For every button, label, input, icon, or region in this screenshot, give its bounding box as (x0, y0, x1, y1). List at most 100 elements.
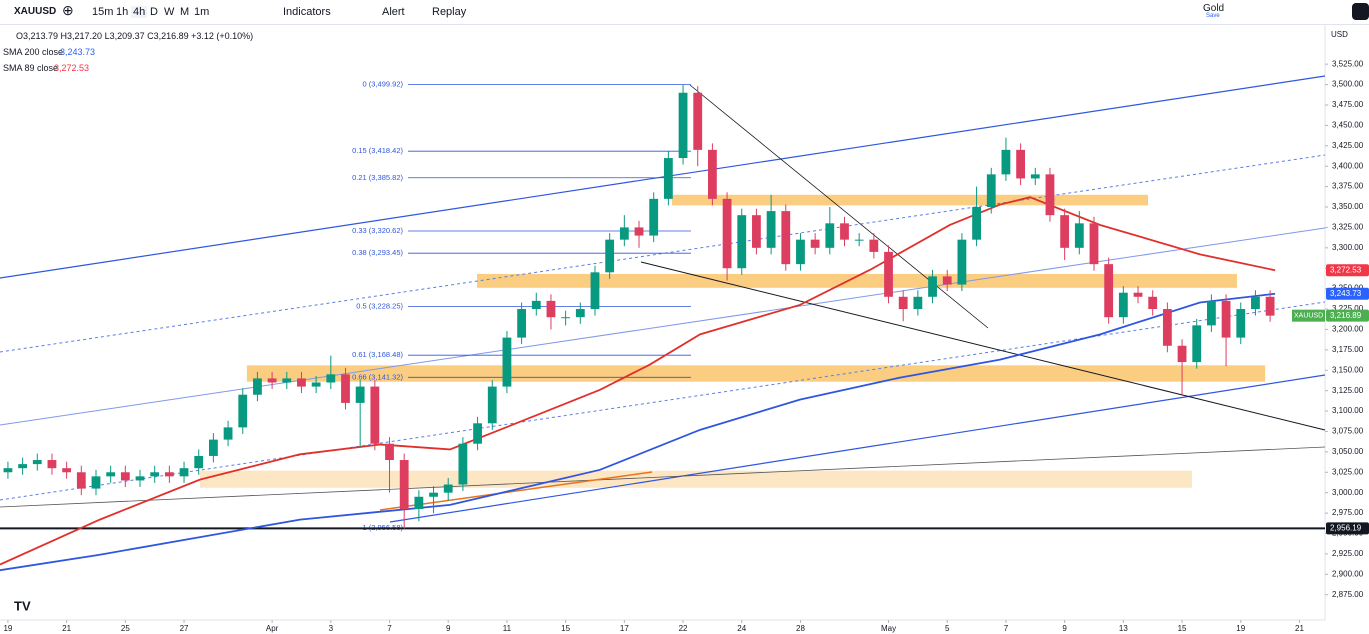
candle-body (1221, 300, 1231, 338)
candle-body (414, 496, 424, 509)
candle-body (663, 158, 673, 199)
y-tick-label: 2,875.00 (1332, 590, 1364, 599)
add-symbol[interactable]: ⊕ (62, 2, 74, 18)
sma-value: 3,272.53 (54, 63, 90, 73)
currency: USD (1331, 30, 1348, 39)
x-tick-label: 27 (180, 624, 189, 633)
trend-line (379, 471, 653, 511)
candle-body (1265, 296, 1275, 316)
candle-body (238, 394, 248, 428)
drawings (0, 75, 1326, 523)
chart: TV 2,875.002,900.002,925.002,950.002,975… (0, 24, 1369, 633)
candle-body (869, 239, 879, 252)
candle-body (898, 296, 908, 310)
candle-body (1089, 223, 1099, 265)
candle-body (150, 472, 160, 477)
interval[interactable]: D (150, 6, 158, 18)
x-tick-label: 13 (1119, 624, 1128, 633)
symbol[interactable]: XAUUSD (14, 6, 57, 17)
price-tag-label: 2,956.19 (1330, 524, 1362, 533)
indicators-button[interactable]: Indicators (283, 6, 331, 18)
candle-body (1162, 309, 1172, 346)
candle-body (531, 300, 541, 310)
x-tick-label: 3 (329, 624, 334, 633)
replay-button[interactable]: Replay (432, 6, 467, 18)
y-tick-label: 3,225.00 (1332, 304, 1364, 313)
fib-label: 0.33 (3,320.62) (352, 226, 403, 235)
candle-body (942, 276, 952, 285)
candle-body (1118, 292, 1128, 318)
y-tick-label: 3,150.00 (1332, 365, 1364, 374)
candle-body (649, 198, 659, 236)
candle-body (517, 309, 527, 338)
price-tag (1326, 287, 1369, 300)
candle-body (76, 472, 86, 489)
candle-body (355, 386, 365, 403)
x-tick-label: 25 (121, 624, 130, 633)
y-tick-label: 3,475.00 (1332, 100, 1364, 109)
alert-button[interactable]: Alert (382, 6, 405, 18)
candle-body (91, 476, 101, 489)
sma-name: SMA 89 close (3, 63, 59, 73)
candle-body (1074, 223, 1084, 248)
candle-body (3, 468, 13, 473)
y-tick-label: 3,525.00 (1332, 59, 1364, 68)
fib-label: 0.21 (3,385.82) (352, 173, 403, 182)
candle-body (326, 374, 336, 383)
candle-body (1045, 174, 1055, 216)
interval[interactable]: M (180, 6, 190, 18)
candle-body (810, 239, 820, 248)
candle-body (429, 492, 438, 497)
y-tick-label: 3,450.00 (1332, 121, 1364, 130)
trend-line (689, 84, 989, 329)
trend-line (0, 154, 1326, 353)
interval[interactable]: W (164, 6, 175, 18)
candle-body (722, 198, 732, 269)
candle-body (737, 215, 747, 269)
candle-body (752, 215, 761, 248)
candle-body (957, 239, 967, 285)
price-tag (1326, 309, 1369, 322)
candle-body (502, 337, 512, 387)
toolbar: XAUUSD ⊕ 15m 1h 4h D W M 1m Indicators A… (0, 0, 1369, 39)
publish-button[interactable] (1352, 3, 1369, 20)
candle-body (487, 386, 497, 424)
trend-line (0, 227, 1326, 426)
candle-body (840, 223, 849, 240)
candle-body (47, 460, 57, 469)
candle-body (194, 455, 204, 469)
sma-line (0, 292, 1276, 572)
candle-body (1236, 309, 1246, 338)
y-tick-label: 3,300.00 (1332, 243, 1364, 252)
candle-body (1030, 174, 1040, 179)
candle-body (62, 468, 72, 473)
save-label[interactable]: Save (1206, 13, 1220, 19)
y-tick-label: 3,200.00 (1332, 325, 1364, 334)
trend-line (0, 301, 1326, 501)
interval[interactable]: 1m (194, 6, 210, 18)
interval[interactable]: 1h (116, 6, 129, 18)
candle-body (986, 174, 996, 208)
candle-body (18, 464, 28, 469)
logo[interactable]: TV (14, 598, 31, 613)
fib-label: 0.61 (3,168.48) (352, 350, 403, 359)
symbol-tag-label: XAUUSD (1294, 312, 1323, 319)
candle-body (766, 211, 776, 248)
candle-body (678, 92, 688, 159)
sma-value: 3,243.73 (60, 47, 96, 57)
candle-body (1001, 149, 1011, 175)
interval[interactable]: 4h (131, 6, 148, 18)
candle-body (575, 309, 585, 318)
layout-name[interactable]: Gold (1203, 3, 1225, 14)
y-tick-label: 3,500.00 (1332, 80, 1364, 89)
candle-body (590, 272, 600, 310)
y-tick-label: 3,375.00 (1332, 182, 1364, 191)
sma-line (0, 196, 1276, 566)
interval[interactable]: 15m (92, 6, 114, 18)
candle-body (781, 211, 791, 265)
candle-body (972, 207, 981, 240)
candle-body (164, 472, 174, 477)
fib-label: 0 (3,499.92) (363, 80, 404, 89)
candle-body (605, 239, 615, 273)
candle-body (796, 239, 805, 265)
